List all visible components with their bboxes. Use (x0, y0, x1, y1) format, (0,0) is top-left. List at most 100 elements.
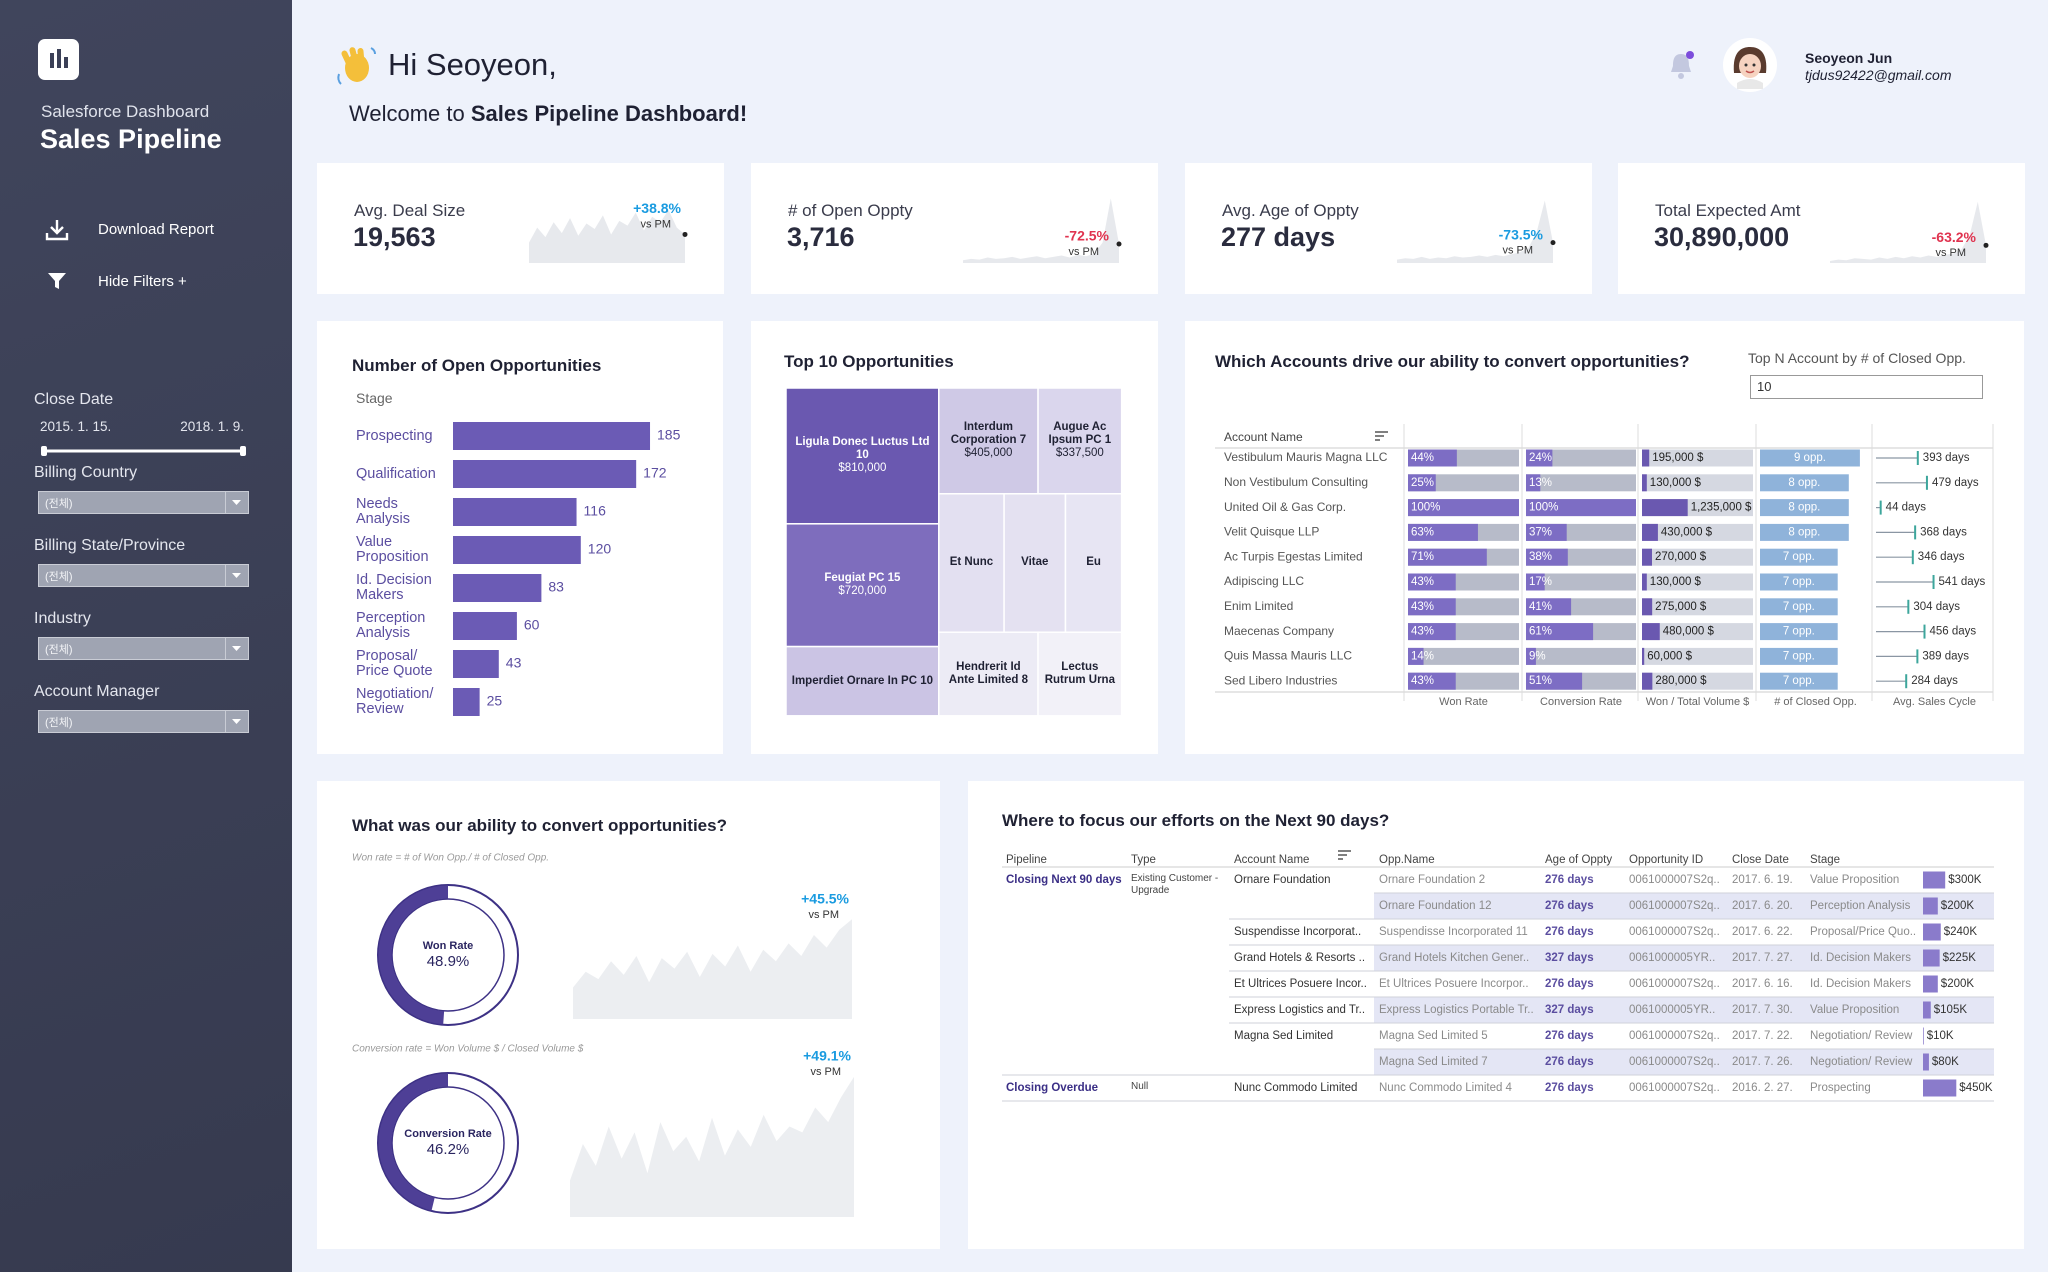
date-end: 2018. 1. 9. (180, 419, 244, 434)
chart-title: What was our ability to convert opportun… (352, 816, 727, 835)
account-name: Non Vestibulum Consulting (1224, 475, 1368, 489)
filter-label: Industry (34, 610, 91, 627)
date-slider[interactable] (38, 444, 250, 458)
value-label: 393 days (1923, 452, 1970, 464)
value-label: 43% (1411, 601, 1434, 613)
cell-close: 2017. 6. 22. (1732, 926, 1793, 938)
arrow (232, 500, 241, 505)
kpi-vs: vs PM (1502, 245, 1533, 257)
value-label: 9 opp. (1794, 452, 1826, 464)
bar (1526, 573, 1545, 591)
kpi-value: 277 days (1221, 222, 1336, 252)
tile (938, 631, 1039, 717)
value-label: 389 days (1922, 650, 1969, 662)
bar (1760, 548, 1838, 566)
conversion-card: What was our ability to convert opportun… (317, 781, 940, 1249)
column-footer: # of Closed Opp. (1774, 696, 1857, 708)
tile-label: Ligula Donec Luctus Ltd 10 $810,000 (790, 388, 935, 524)
column-footer: Avg. Sales Cycle (1893, 696, 1976, 708)
cell-opp: Magna Sed Limited 5 (1379, 1030, 1488, 1042)
bar (1642, 672, 1653, 690)
tile-label: Hendrerit Id Ante Limited 8 (943, 632, 1034, 716)
conversion-charts: Won rate = # of Won Opp./ # of Closed Op… (352, 853, 854, 1217)
column-footer: Won Rate (1439, 696, 1488, 708)
value-label: 43% (1411, 675, 1434, 687)
amount-bar (1923, 949, 1940, 967)
dropdown-arrow (225, 565, 241, 586)
menu-item[interactable]: Download Report (98, 221, 214, 238)
top-n-input[interactable]: 10 (1750, 375, 1983, 399)
value-label: 63% (1411, 526, 1434, 538)
cell-close: 2017. 6. 19. (1732, 874, 1793, 886)
tile (786, 388, 940, 525)
arrow (232, 646, 241, 651)
category-label: Proposal/ Price Quote (356, 648, 433, 679)
value-label: 8 opp. (1788, 477, 1820, 489)
value-label: 7 opp. (1783, 551, 1815, 563)
cell-close: 2017. 7. 30. (1732, 1004, 1793, 1016)
bar (1642, 573, 1647, 591)
tile-name: Vitae (1021, 556, 1049, 569)
cell-account: Et Ultrices Posuere Incor.. (1234, 978, 1367, 990)
filter-dropdown[interactable]: (전체) (38, 564, 249, 587)
amount-bar (1923, 975, 1938, 993)
cell-opp: Nunc Commodo Limited 4 (1379, 1082, 1512, 1094)
value-label: 7 opp. (1783, 626, 1815, 638)
user-name: Seoyeon Jun (1805, 50, 1893, 66)
cell-type: Existing Customer - Upgrade (1131, 873, 1219, 896)
kpi-value: 30,890,000 (1654, 222, 1790, 252)
bar (1408, 449, 1457, 467)
bar-background (1642, 647, 1753, 665)
tile-label: Imperdiet Ornare In PC 10 (790, 647, 935, 716)
value-label: 43% (1411, 576, 1434, 588)
cell-opp: Suspendisse Incorporated 11 (1379, 926, 1528, 938)
amount-label: $200K (1941, 900, 1975, 912)
filter-dropdown[interactable]: (전체) (38, 637, 249, 660)
value-label: 185 (657, 427, 681, 443)
bar-chart-card: Number of Open Opportunities Stage 185 172 1… (317, 321, 723, 754)
avatar[interactable] (1722, 37, 1778, 93)
cell-age: 327 days (1545, 1004, 1594, 1016)
trend-last-point (1983, 242, 1989, 248)
row-highlight (1374, 1049, 1994, 1075)
trend-area (570, 1076, 854, 1217)
column-header: Pipeline (1006, 854, 1047, 866)
bar (453, 688, 480, 716)
bar (1760, 474, 1849, 492)
cell-id: 0061000005YR.. (1629, 952, 1716, 964)
sidebar: Salesforce Dashboard Sales Pipeline Down… (0, 0, 292, 1272)
amount-bar (1923, 1001, 1931, 1019)
kpi-trend: +38.8% vs PM (529, 200, 688, 263)
bar (1642, 623, 1660, 641)
value-label: 17% (1529, 576, 1552, 588)
amount-bar (1923, 897, 1938, 915)
value-label: 25 (487, 693, 503, 709)
cell-age: 327 days (1545, 952, 1594, 964)
arrow (232, 719, 241, 724)
filter-dropdown[interactable]: (전체) (38, 491, 249, 514)
chart-title: Top 10 Opportunities (784, 352, 954, 371)
menu-item[interactable]: Hide Filters + (98, 273, 187, 290)
filter-dropdown[interactable]: (전체) (38, 710, 249, 733)
value-label: 8 opp. (1788, 502, 1820, 514)
bar-background (1642, 598, 1753, 616)
formula-note: Won rate = # of Won Opp./ # of Closed Op… (352, 853, 549, 864)
bar-background (1526, 474, 1636, 492)
amount-label: $80K (1932, 1056, 1959, 1068)
bar (1760, 499, 1849, 517)
notification-bell[interactable] (1668, 50, 1698, 82)
cell-id: 0061000007S2q.. (1629, 874, 1720, 886)
chart-title: Which Accounts drive our ability to conv… (1215, 352, 1690, 371)
filter-icon[interactable] (47, 271, 67, 291)
value-label: 130,000 $ (1650, 477, 1702, 489)
tile-label: Interdum Corporation 7 $405,000 (943, 388, 1034, 494)
tile-name: Eu (1086, 556, 1101, 569)
value-label: 479 days (1932, 477, 1979, 489)
kpi-card: # of Open Oppty 3,716 -72.5% vs PM (751, 163, 1158, 294)
download-icon[interactable] (45, 218, 69, 242)
cell-stage: Prospecting (1810, 1082, 1871, 1094)
kpi-trend: -72.5% vs PM (963, 198, 1122, 263)
tile-name: Feugiat PC 15 (824, 572, 901, 585)
tile-name: Lectus Rutrum Urna (1044, 661, 1115, 686)
value-label: 37% (1529, 526, 1552, 538)
